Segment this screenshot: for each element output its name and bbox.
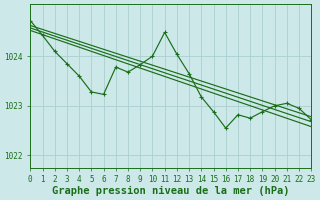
- X-axis label: Graphe pression niveau de la mer (hPa): Graphe pression niveau de la mer (hPa): [52, 186, 290, 196]
